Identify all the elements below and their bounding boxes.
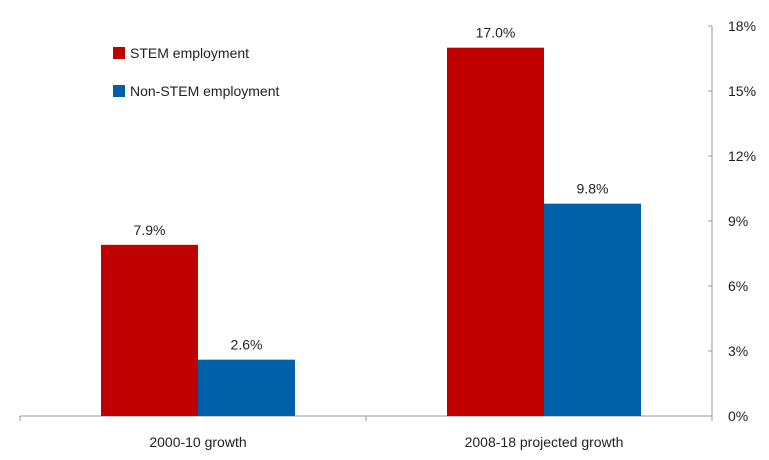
y-tick-label: 3% xyxy=(728,343,748,359)
y-tick-label: 0% xyxy=(728,408,748,424)
y-tick-label: 15% xyxy=(728,83,756,99)
y-tick-label: 18% xyxy=(728,18,756,34)
y-tick-label: 12% xyxy=(728,148,756,164)
bar-non-stem xyxy=(198,359,295,416)
data-label: 2.6% xyxy=(231,337,263,353)
y-tick-label: 6% xyxy=(728,278,748,294)
x-tick-label: 2008-18 projected growth xyxy=(465,434,624,450)
data-label: 17.0% xyxy=(476,25,516,41)
legend-swatch xyxy=(113,47,125,59)
y-tick-label: 9% xyxy=(728,213,748,229)
bar-stem xyxy=(101,244,198,416)
data-label: 9.8% xyxy=(577,181,609,197)
bar-non-stem xyxy=(544,203,641,416)
legend-swatch xyxy=(113,85,125,97)
legend-label: STEM employment xyxy=(130,45,249,61)
data-label: 7.9% xyxy=(134,222,166,238)
x-tick-label: 2000-10 growth xyxy=(149,434,246,450)
bar-stem xyxy=(447,47,544,417)
legend-label: Non-STEM employment xyxy=(130,83,279,99)
